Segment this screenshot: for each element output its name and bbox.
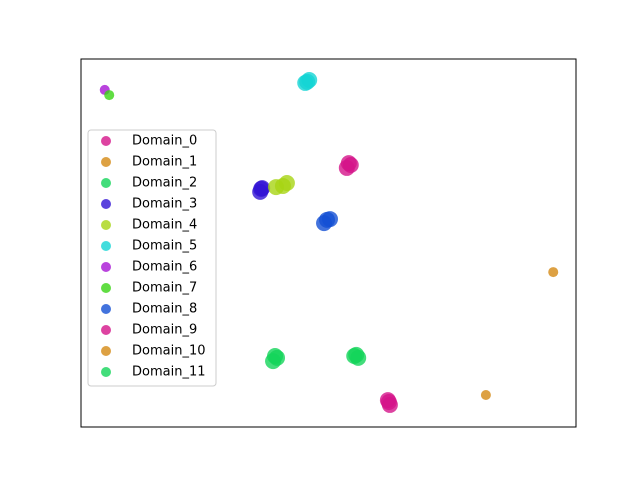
legend-marker	[101, 304, 111, 314]
legend-marker	[101, 220, 111, 230]
legend-label: Domain_10	[132, 344, 206, 359]
legend-box	[87, 129, 217, 387]
legend-label: Domain_6	[132, 260, 197, 275]
legend-marker	[101, 241, 111, 251]
legend-marker	[101, 346, 111, 356]
legend-marker	[101, 325, 111, 335]
legend-marker	[101, 283, 111, 293]
point	[278, 175, 295, 192]
legend-label: Domain_5	[132, 239, 197, 254]
point	[380, 393, 397, 410]
point	[319, 211, 336, 228]
point	[348, 346, 365, 363]
legend-marker	[101, 262, 111, 272]
point	[299, 73, 316, 90]
legend-label: Domain_0	[132, 134, 197, 149]
point	[548, 267, 559, 278]
legend-label: Domain_2	[132, 176, 197, 191]
legend-label: Domain_9	[132, 323, 197, 338]
legend-label: Domain_1	[132, 155, 197, 170]
plot-frame	[80, 58, 577, 428]
legend-marker	[101, 199, 111, 209]
legend-label: Domain_3	[132, 197, 197, 212]
legend-label: Domain_4	[132, 218, 197, 233]
point	[340, 155, 357, 172]
legend-marker	[101, 136, 111, 146]
legend-marker	[101, 157, 111, 167]
legend-label: Domain_11	[132, 365, 206, 380]
point	[253, 180, 270, 197]
legend-marker	[101, 367, 111, 377]
point	[104, 90, 115, 101]
point	[267, 347, 284, 364]
legend-label: Domain_8	[132, 302, 197, 317]
point	[480, 389, 491, 400]
legend-marker	[101, 178, 111, 188]
legend-label: Domain_7	[132, 281, 197, 296]
